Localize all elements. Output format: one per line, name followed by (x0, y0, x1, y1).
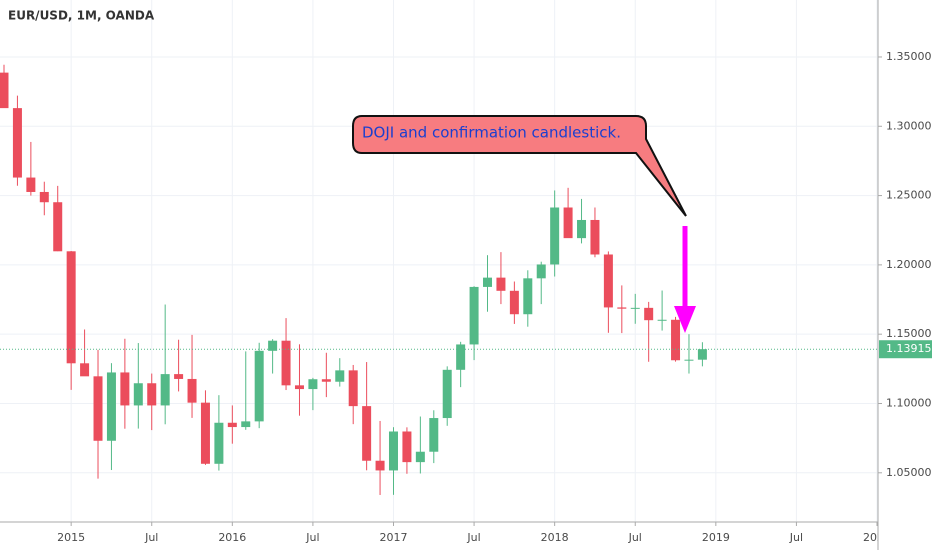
candle-body (281, 340, 291, 386)
candle-body (630, 307, 640, 309)
x-tick-label: 2018 (541, 531, 569, 544)
candle-body (362, 406, 372, 461)
candle-body (214, 422, 224, 464)
candle-body (483, 277, 493, 287)
candle-body (321, 379, 331, 382)
candle-body (80, 363, 90, 377)
x-tick-label: 2017 (379, 531, 407, 544)
candle-body (26, 177, 36, 192)
candle-body (442, 369, 452, 419)
callout-text: DOJI and confirmation candlestick. (362, 124, 621, 142)
candle-body (294, 385, 304, 390)
y-tick-label: 1.30000 (886, 119, 932, 132)
chart-title: EUR/USD, 1M, OANDA (8, 9, 155, 23)
candle-body (415, 451, 425, 463)
candle-body (697, 349, 707, 360)
candle-body (12, 108, 22, 178)
x-tick-label: 2016 (218, 531, 246, 544)
candle-body (375, 460, 385, 471)
y-tick-label: 1.20000 (886, 258, 932, 271)
candle-body (106, 372, 116, 441)
arrow (674, 226, 696, 333)
last-price-tag (879, 340, 932, 359)
candle-body (617, 307, 627, 309)
candle-body (93, 376, 103, 441)
candle-body (536, 264, 546, 279)
callout-box (352, 115, 687, 217)
x-tick-label: 2019 (702, 531, 730, 544)
y-tick-label: 1.10000 (886, 396, 932, 409)
candle-body (335, 370, 345, 382)
candle-body (469, 286, 479, 345)
candle-body (684, 359, 694, 361)
x-tick-label: Jul (789, 531, 803, 544)
candle-body (254, 350, 264, 422)
candle-body (657, 319, 667, 321)
axes: 1.05000 1.10000 1.15000 1.20000 1.25000 1.300… (57, 50, 932, 544)
candle-body (563, 207, 573, 239)
candle-body (174, 374, 184, 379)
candle-body (133, 383, 143, 406)
y-tick-label: 1.15000 (886, 327, 932, 340)
candle-body (402, 431, 412, 463)
candle-body (550, 207, 560, 265)
x-tick-label: Jul (144, 531, 158, 544)
candle-body (644, 307, 654, 321)
y-tick-label: 1.25000 (886, 189, 932, 202)
candle-body (590, 219, 600, 255)
y-tick-label: 1.05000 (886, 466, 932, 479)
candles (0, 64, 878, 495)
candle-body (429, 418, 439, 452)
candle-body (120, 372, 130, 406)
candle-body (66, 251, 76, 364)
candle-body (308, 379, 318, 390)
candle-body (241, 421, 251, 428)
candle-body (523, 278, 533, 315)
candle-body (496, 277, 506, 291)
candle-body (671, 319, 681, 361)
grid (0, 0, 878, 522)
candle-body (147, 383, 157, 406)
candle-body (187, 378, 197, 403)
y-tick-label: 1.35000 (886, 50, 932, 63)
candle-body (456, 344, 466, 370)
arrow-head (674, 306, 696, 333)
x-tick-label: Jul (466, 531, 480, 544)
callout: DOJI and confirmation candlestick. (352, 115, 687, 217)
x-tick-label: Jul (628, 531, 642, 544)
candle-body (577, 219, 587, 239)
candle-body (227, 422, 237, 428)
x-tick-label: 2015 (57, 531, 85, 544)
candle-body (348, 370, 358, 407)
candle-body (0, 72, 9, 109)
candle-body (603, 254, 613, 308)
candle-body (53, 202, 63, 252)
candle-body (200, 402, 210, 464)
candle-body (509, 290, 519, 315)
candle-body (160, 374, 170, 406)
x-tick-label: Jul (305, 531, 319, 544)
candle-body (39, 191, 49, 203)
x-tick-label: 2020 (863, 531, 891, 544)
candle-body (388, 431, 398, 471)
last-price-label: 1.13915 (886, 342, 932, 355)
candle-body (268, 340, 278, 351)
